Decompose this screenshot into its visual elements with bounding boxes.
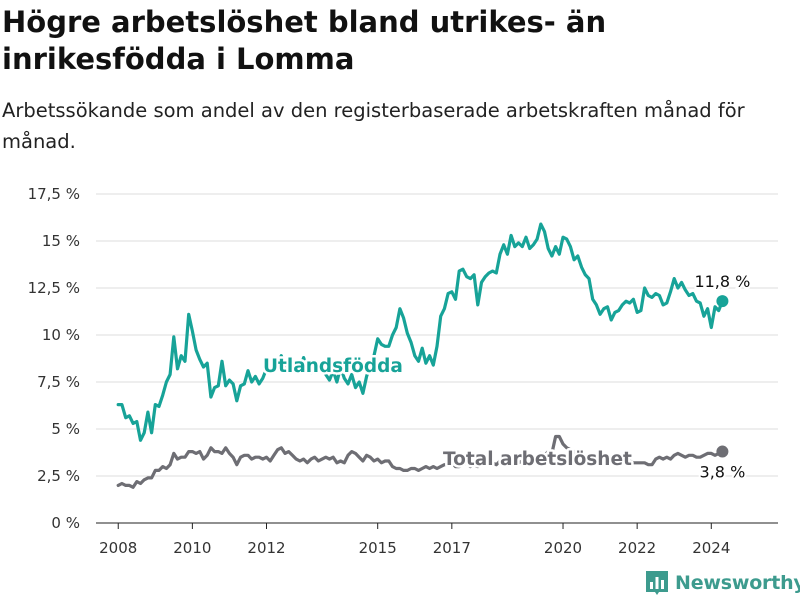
y-tick-label: 7,5 % <box>37 373 80 391</box>
y-tick-label: 5 % <box>51 420 80 438</box>
x-tick-label: 2015 <box>359 539 397 557</box>
y-tick-label: 10 % <box>42 326 80 344</box>
x-tick-label: 2017 <box>433 539 471 557</box>
y-tick-label: 12,5 % <box>28 279 80 297</box>
series-end-label: 3,8 % <box>700 463 746 482</box>
bar-chart-icon <box>646 571 668 595</box>
series-end-marker <box>716 445 729 458</box>
series-name-label: Total arbetslöshet <box>443 449 632 470</box>
series-lines <box>116 222 729 489</box>
chart-title: Högre arbetslöshet bland utrikes- än inr… <box>2 5 607 76</box>
x-tick-label: 2008 <box>99 539 137 557</box>
newsworthy-logo: Newsworthy <box>645 568 800 598</box>
axes: 0 % 2,5 % 5 % 7,5 % 10 % 12,5 % 15 % 17,5 % 2008… <box>28 185 731 557</box>
y-tick-label: 15 % <box>42 232 80 250</box>
y-tick-label: 17,5 % <box>28 185 80 203</box>
x-tick-label: 2020 <box>544 539 582 557</box>
brand-name: Newsworthy <box>675 572 800 594</box>
series-end-label: 11,8 % <box>694 272 750 291</box>
x-tick-label: 2022 <box>618 539 656 557</box>
y-tick-label: 0 % <box>51 514 80 532</box>
series-line-0 <box>116 222 724 442</box>
x-tick-label: 2010 <box>173 539 211 557</box>
series-line-1 <box>116 434 724 489</box>
series-end-marker <box>716 295 729 308</box>
series-name-label: Utlandsfödda <box>263 356 403 377</box>
series-labels: Utlandsfödda 11,8 % Total arbetslöshet 3,8 … <box>261 270 753 483</box>
y-tick-label: 2,5 % <box>37 467 80 485</box>
chart-subtitle: Arbetssökande som andel av den registerb… <box>2 99 745 153</box>
x-tick-label: 2024 <box>692 539 730 557</box>
x-tick-label: 2012 <box>247 539 285 557</box>
